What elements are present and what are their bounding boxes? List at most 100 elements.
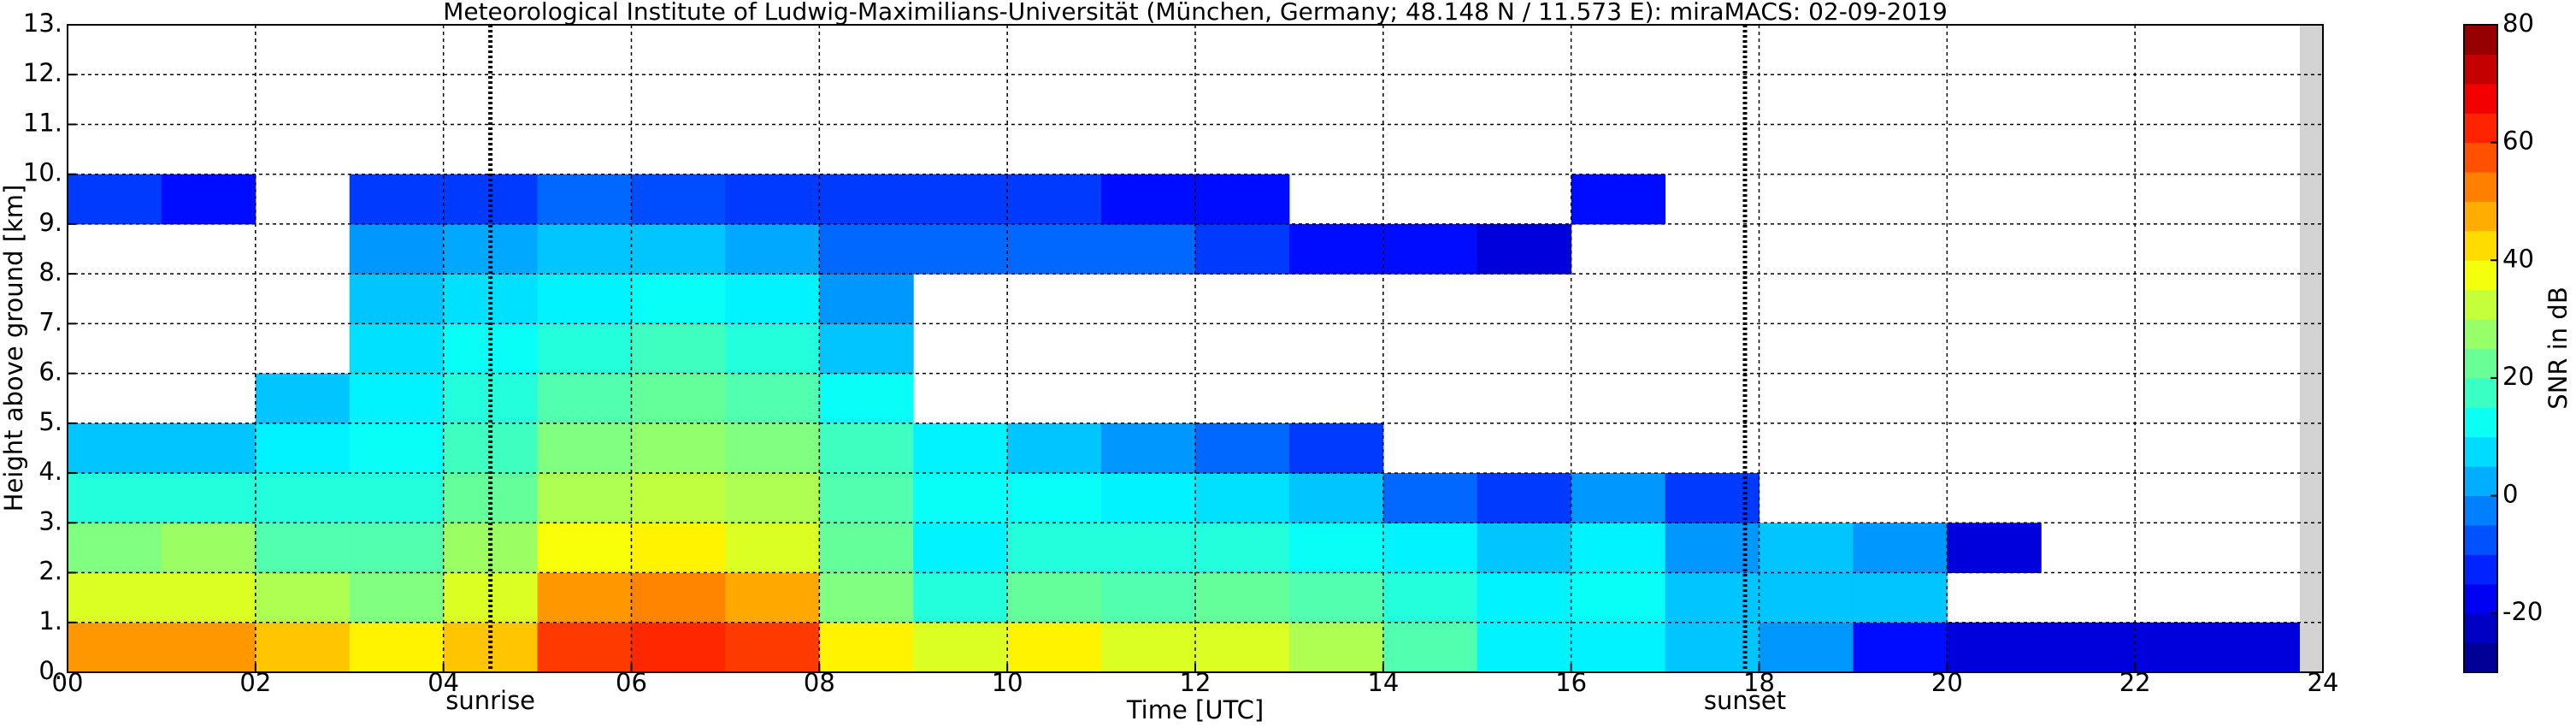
colorbar-tick-label: 0 [2502,480,2518,509]
heatmap-cell [1382,622,1478,673]
y-tick-label: 4. [38,457,62,486]
colorbar-band [2464,319,2497,349]
heatmap-cell [1759,572,1854,624]
x-tick-label: 22 [2119,668,2151,697]
heatmap-cell [1101,572,1196,624]
heatmap-cell [1947,523,2042,574]
heatmap-cell [537,223,632,275]
heatmap-cell [1101,174,1196,225]
y-tick-label: 0. [38,656,62,685]
heatmap-cell [1477,523,1572,574]
heatmap-cell [1947,622,2042,673]
x-tick-label: 00 [52,668,84,697]
colorbar-band [2464,495,2497,526]
x-tick-label: 02 [239,668,271,697]
heatmap-cell [161,572,256,624]
heatmap-cell [1101,622,1196,673]
heatmap-cell [913,622,1008,673]
heatmap-cell [537,473,632,523]
heatmap-cell [819,223,914,275]
heatmap-cell [255,373,351,424]
x-tick-label: 12 [1180,668,1211,697]
colorbar: -20 0 20 40 60 80 [2463,9,2543,673]
heatmap-cell [537,323,632,375]
heatmap-cell [1759,622,1854,673]
heatmap-cell [913,473,1008,523]
heatmap-cell [631,423,726,474]
heatmap-cell [349,223,445,275]
y-tick-label: 11. [23,108,62,137]
heatmap-cell [1007,174,1102,225]
heatmap-cell [68,572,162,624]
colorbar-tick-label: 60 [2502,127,2534,156]
heatmap-cell [255,423,351,474]
colorbar-band [2464,436,2497,467]
heatmap-cell [537,174,632,225]
heatmap-cell [2041,622,2136,673]
colorbar-band [2464,260,2497,291]
heatmap-cell [161,523,256,574]
colorbar-band [2464,230,2497,261]
heatmap-cell [1571,572,1666,624]
y-axis-label: Height above ground [km] [0,185,28,512]
y-tick-label: 7. [38,307,62,336]
annotation-label: sunset [1704,686,1786,715]
colorbar-band [2464,524,2497,555]
heatmap-cell [725,373,820,424]
heatmap-cell [1571,473,1666,523]
heatmap-cell [349,523,445,574]
heatmap-cell [1853,572,1948,624]
heatmap-cell [725,274,820,324]
y-tick-label: 12. [23,58,62,87]
y-tick-label: 6. [38,358,62,387]
heatmap-cell [1195,423,1290,474]
heatmap-cell [725,622,820,673]
heatmap-cell [1101,223,1196,275]
colorbar-band [2464,466,2497,497]
colorbar-tick-label: -20 [2502,597,2543,626]
heatmap-cell [1007,473,1102,523]
heatmap-cell [255,622,351,673]
heatmap-cell [1382,473,1478,523]
heatmap-cell [725,174,820,225]
colorbar-band [2464,83,2497,114]
colorbar-band [2464,377,2497,408]
colorbar-band [2464,554,2497,585]
y-tick-label: 2. [38,557,62,586]
y-tick-label: 3. [38,506,62,535]
colorbar-band [2464,348,2497,379]
heatmap-cell [537,274,632,324]
heatmap-cell [1101,473,1196,523]
colorbar-band [2464,25,2497,55]
heatmap-cell [1195,622,1290,673]
x-tick-label: 14 [1367,668,1399,697]
x-tick-label: 20 [1931,668,1963,697]
heatmap-cell [537,622,632,673]
heatmap-cell [725,473,820,523]
heatmap-cell [1288,622,1384,673]
heatmap-cell [1101,423,1196,474]
heatmap-cell [537,373,632,424]
heatmap-cell [819,274,914,324]
heatmap-cell [68,174,162,225]
colorbar-band [2464,142,2497,173]
heatmap-cell [1007,223,1102,275]
heatmap-cell [631,373,726,424]
heatmap-cell [1007,523,1102,574]
heatmap-cell [1101,523,1196,574]
heatmap-cell [725,523,820,574]
heatmap-cell [161,622,256,673]
x-tick-label: 06 [616,668,647,697]
heatmap-cell [1853,523,1948,574]
colorbar-tick-label: 80 [2502,9,2534,38]
x-tick-label: 10 [992,668,1023,697]
heatmap-cell [1288,572,1384,624]
colorbar-band [2464,613,2497,644]
y-tick-label: 10. [23,158,62,187]
heatmap-cell [631,174,726,225]
heatmap-cell [537,572,632,624]
heatmap-cell [1195,174,1290,225]
heatmap-cell [819,572,914,624]
heatmap-cell [1288,473,1384,523]
